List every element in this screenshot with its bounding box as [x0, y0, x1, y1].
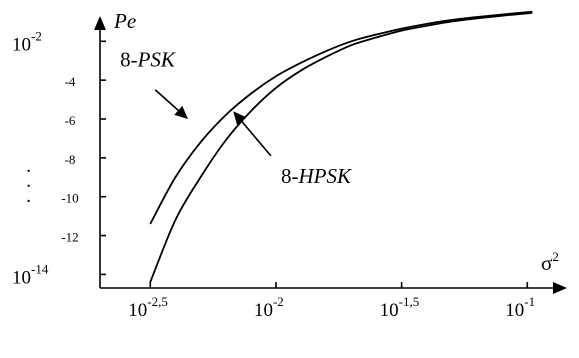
- curves: [149, 10, 533, 283]
- y-tick-label: -4: [65, 74, 76, 89]
- series-label-name: HPSK: [297, 164, 351, 188]
- y-axis-arrowhead: [94, 16, 106, 30]
- x-tick-exp: -1: [524, 294, 535, 309]
- annotation-arrowhead: [233, 111, 247, 126]
- series-label-8-hpsk: 8-HPSK: [281, 164, 352, 188]
- series-label-8-psk: 8-PSK: [120, 48, 176, 72]
- x-tick-base: 10: [254, 300, 273, 321]
- x-axis-label-sup: 2: [552, 249, 559, 264]
- annotation-arrow-line: [154, 89, 179, 111]
- x-tick-exp: -1,5: [399, 294, 420, 309]
- x-tick-label: 10-2,5: [128, 294, 168, 321]
- series-label-name: PSK: [137, 48, 176, 72]
- y-tick-label: -6: [65, 113, 76, 128]
- x-tick-base: 10: [505, 300, 524, 321]
- x-tick-base: 10: [380, 300, 399, 321]
- x-axis-label: σ2: [541, 249, 559, 275]
- x-tick-label: 10-1,5: [380, 294, 420, 321]
- x-tick-label: 10-1: [505, 294, 535, 321]
- y-axis-ellipsis: · · ·: [18, 168, 39, 206]
- y-tick-label: -10: [61, 191, 78, 206]
- axes: [94, 16, 567, 294]
- series-line-8-hpsk: [149, 11, 533, 283]
- y-axis-label: Pe: [113, 9, 136, 33]
- series-label-prefix: 8-: [281, 164, 299, 188]
- series-line-8-psk: [149, 10, 533, 225]
- y-tick-base: 10: [12, 267, 31, 288]
- y-tick-base: 10: [12, 34, 31, 55]
- y-tick-label: 10-2: [12, 28, 42, 55]
- x-axis-arrowhead: [553, 282, 567, 294]
- x-tick-exp: -2: [273, 294, 284, 309]
- y-tick-label: -12: [61, 230, 78, 245]
- y-tick-exp: -14: [31, 261, 49, 276]
- y-tick-label: -8: [65, 152, 76, 167]
- y-tick-label: 10-14: [12, 261, 49, 288]
- x-tick-exp: -2,5: [147, 294, 168, 309]
- x-tick-label: 10-2: [254, 294, 284, 321]
- annotation-arrow-line: [240, 120, 272, 157]
- annotation-arrowhead: [174, 105, 188, 120]
- y-tick-exp: -2: [31, 28, 42, 43]
- x-tick-base: 10: [128, 300, 147, 321]
- x-axis-label-base: σ: [541, 251, 552, 275]
- series-label-prefix: 8-: [120, 48, 138, 72]
